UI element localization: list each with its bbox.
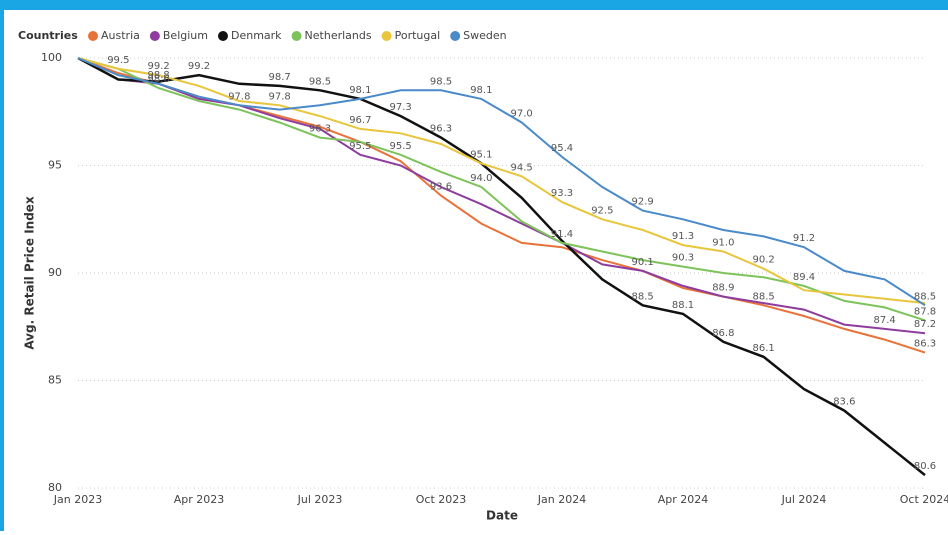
data-label: 87.4 (874, 315, 896, 326)
legend-title: Countries (18, 29, 78, 42)
x-tick-label: Jan 2024 (537, 493, 586, 506)
data-label: 98.5 (430, 76, 452, 87)
data-label: 97.8 (269, 91, 291, 102)
data-label: 83.6 (833, 397, 855, 408)
data-label: 98.6 (148, 74, 170, 85)
data-label: 97.0 (511, 109, 533, 120)
legend-label: Portugal (395, 29, 441, 42)
data-label: 90.2 (753, 255, 775, 266)
data-label: 88.5 (914, 291, 936, 302)
legend: Austria Belgium Denmark Netherlands Portugal… (88, 29, 507, 42)
legend-label: Netherlands (305, 29, 372, 42)
data-label: 94.0 (470, 173, 492, 184)
data-label: 90.3 (672, 253, 694, 264)
data-label: 96.7 (349, 115, 371, 126)
data-label: 97.8 (228, 91, 250, 102)
data-label: 98.8 (148, 70, 170, 81)
top-bar (0, 0, 948, 10)
legend-marker (291, 31, 302, 41)
data-label: 95.5 (349, 141, 371, 152)
data-label: 95.1 (470, 149, 492, 160)
series-line (77, 56, 926, 477)
data-label: 98.7 (269, 72, 291, 83)
data-label: 99.2 (188, 61, 210, 72)
data-label: 88.5 (632, 291, 654, 302)
data-label: 98.1 (349, 85, 371, 96)
data-label: 86.1 (753, 343, 775, 354)
data-label: 86.3 (914, 339, 936, 350)
data-label: 99.2 (148, 61, 170, 72)
x-tick-label: Apr 2024 (658, 493, 709, 506)
x-tick-label: Apr 2023 (174, 493, 225, 506)
data-label: 96.3 (430, 124, 452, 135)
data-label: 86.8 (712, 328, 734, 339)
data-label: 91.2 (793, 233, 815, 244)
legend-marker (149, 31, 160, 41)
y-tick-label: 90 (48, 266, 62, 279)
legend-label: Denmark (231, 29, 282, 42)
data-label: 93.3 (551, 188, 573, 199)
legend-marker (381, 31, 392, 41)
x-tick-label: Jan 2023 (53, 493, 102, 506)
data-label: 88.9 (712, 283, 734, 294)
y-tick-label: 80 (48, 481, 62, 494)
data-label: 80.6 (914, 461, 936, 472)
data-label: 96.3 (309, 124, 331, 135)
y-tick-label: 100 (41, 51, 62, 64)
series-line (77, 57, 926, 307)
data-label: 94.5 (511, 162, 533, 173)
data-label: 97.3 (390, 102, 412, 113)
data-label: 88.5 (753, 291, 775, 302)
x-tick-label: Oct 2023 (416, 493, 467, 506)
series-line (77, 57, 926, 305)
x-tick-label: Oct 2024 (900, 493, 948, 506)
legend-marker (88, 31, 98, 41)
data-label: 98.1 (470, 85, 492, 96)
data-label: 95.4 (551, 143, 573, 154)
legend-marker (217, 31, 228, 41)
x-axis-title: Date (486, 509, 518, 523)
data-label: 91.4 (551, 229, 573, 240)
legend-marker (450, 31, 461, 41)
y-axis-title: Avg. Retail Price Index (23, 196, 37, 350)
x-tick-label: Jul 2024 (781, 493, 827, 506)
data-label: 87.2 (914, 319, 936, 330)
data-label: 87.8 (914, 306, 936, 317)
data-label: 89.4 (793, 272, 815, 283)
data-label: 90.1 (632, 257, 654, 268)
legend-label: Austria (101, 29, 140, 42)
data-label: 99.5 (107, 55, 129, 66)
data-label: 95.5 (390, 141, 412, 152)
data-label: 92.9 (632, 197, 654, 208)
data-label: 91.3 (672, 231, 694, 242)
data-label: 92.5 (591, 205, 613, 216)
data-label: 93.6 (430, 182, 452, 193)
legend-label: Sweden (463, 29, 506, 42)
x-tick-label: Jul 2023 (297, 493, 343, 506)
y-tick-label: 85 (48, 374, 62, 387)
left-bar (0, 0, 4, 531)
series-line (77, 57, 926, 322)
y-tick-label: 95 (48, 159, 62, 172)
series-line (77, 57, 926, 335)
data-label: 98.5 (309, 76, 331, 87)
data-label: 88.1 (672, 300, 694, 311)
legend-label: Belgium (163, 29, 208, 42)
data-label: 91.0 (712, 238, 734, 249)
